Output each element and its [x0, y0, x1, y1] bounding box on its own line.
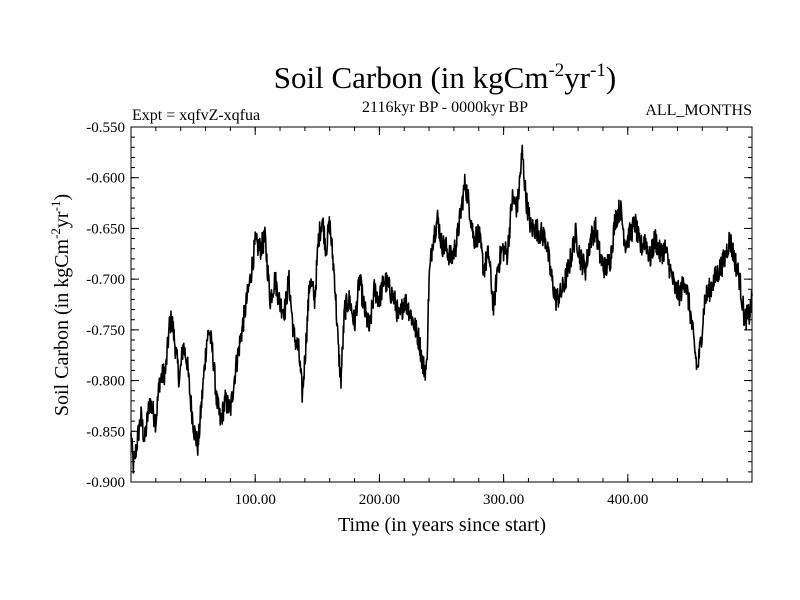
chart-title-sup-1: -2 [548, 60, 564, 81]
x-tick-label: 300.00 [483, 492, 524, 508]
y-axis-title-tail: ) [51, 194, 73, 201]
y-axis-title-unit-mid: yr [51, 211, 73, 228]
y-tick-label: -0.600 [86, 171, 125, 187]
y-axis-title-text: Soil Carbon (in kgCm [51, 238, 73, 416]
chart-title-sup-2: -1 [590, 60, 606, 81]
plot-layer [130, 144, 753, 474]
y-tick-label: -0.750 [86, 323, 125, 339]
y-axis-title-sup-1: -2 [48, 228, 63, 239]
x-tick-label: 200.00 [359, 492, 400, 508]
chart-title-text: Soil Carbon (in kgCm [274, 60, 549, 95]
months-label: ALL_MONTHS [645, 102, 752, 119]
chart-title: Soil Carbon (in kgCm-2yr-1) [274, 60, 617, 95]
y-axis-title: Soil Carbon (in kgCm-2yr-1) [48, 194, 73, 416]
experiment-label: Expt = xqfvZ-xqfua [132, 107, 260, 124]
y-tick-label: -0.900 [86, 475, 125, 491]
y-tick-label: -0.850 [86, 424, 125, 440]
tick-layer: -0.900 -0.850 -0.800 -0.750 -0.700 -0.650 -0.6… [86, 120, 753, 508]
series-line-soil-carbon [130, 144, 753, 474]
y-axis-title-sup-2: -1 [48, 201, 63, 212]
y-tick-label: -0.550 [86, 120, 125, 136]
x-tick-label: 400.00 [607, 492, 648, 508]
period-label: 2116kyr BP - 0000kyr BP [362, 99, 528, 116]
chart-title-tail: ) [606, 60, 616, 95]
chart-title-unit-mid: yr [564, 60, 591, 95]
y-tick-label: -0.700 [86, 272, 125, 288]
x-axis-title: Time (in years since start) [338, 514, 546, 536]
y-tick-label: -0.650 [86, 221, 125, 237]
plot-frame [130, 126, 753, 483]
y-tick-label: -0.800 [86, 374, 125, 390]
x-tick-label: 100.00 [235, 492, 276, 508]
